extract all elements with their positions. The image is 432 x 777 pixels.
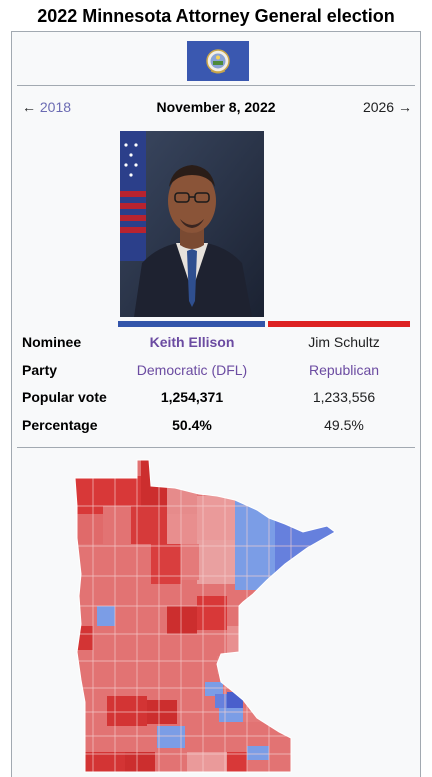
election-infobox: ← 2018 November 8, 2022 2026 → (11, 31, 421, 777)
popular-vote-row: Popular vote 1,254,371 1,233,556 (12, 387, 420, 407)
republican-color-bar (268, 321, 410, 327)
minnesota-flag-icon[interactable] (187, 41, 249, 81)
democratic-color-bar (118, 321, 265, 327)
county-results-map[interactable] (67, 456, 347, 777)
previous-election-link[interactable]: ← 2018 (22, 99, 71, 115)
next-election-label[interactable]: 2026 (362, 99, 395, 115)
page-title: 2022 Minnesota Attorney General election (37, 6, 395, 26)
row-label: Party (22, 362, 58, 378)
divider (17, 447, 415, 448)
next-election-link[interactable]: 2026 → (363, 99, 412, 115)
percentage-row: Percentage 50.4% 49.5% (12, 415, 420, 435)
row-label: Nominee (22, 334, 82, 350)
republican-party-link[interactable]: Republican (308, 362, 380, 378)
party-row: Party Democratic (DFL) Republican (12, 360, 420, 380)
democratic-party-link[interactable]: Democratic (DFL) (136, 362, 248, 378)
divider (17, 85, 415, 86)
election-date: November 8, 2022 (156, 99, 276, 115)
nominee-portrait[interactable] (120, 131, 264, 317)
republican-vote-count: 1,233,556 (312, 389, 376, 405)
nominee-row: Nominee Keith Ellison Jim Schultz (12, 332, 420, 352)
right-arrow-icon: → (398, 99, 412, 115)
republican-percentage: 49.5% (324, 417, 364, 433)
democratic-vote-count: 1,254,371 (160, 389, 224, 405)
row-label: Percentage (22, 417, 98, 433)
left-arrow-icon: ← (22, 99, 36, 115)
democratic-nominee-link[interactable]: Keith Ellison (149, 334, 235, 350)
row-label: Popular vote (22, 389, 107, 405)
democratic-percentage: 50.4% (172, 417, 212, 433)
republican-nominee: Jim Schultz (308, 334, 380, 350)
previous-election-label[interactable]: 2018 (39, 99, 72, 115)
